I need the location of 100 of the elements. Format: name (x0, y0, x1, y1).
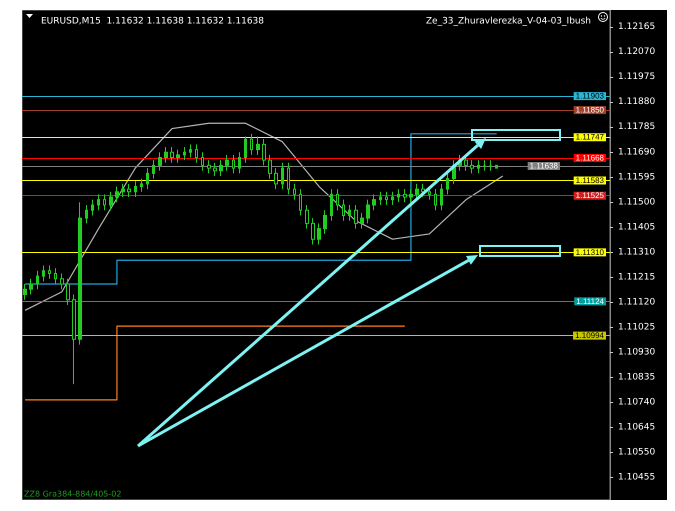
candlestick (495, 164, 498, 169)
candlestick (23, 283, 27, 300)
candlestick (201, 152, 204, 172)
ref-line-label: 1.11124 (576, 296, 605, 306)
candlestick (152, 160, 155, 180)
candlestick (354, 204, 358, 230)
candlestick (29, 278, 33, 296)
candlestick (403, 188, 407, 203)
ref-line-label: 1.11583 (576, 176, 605, 185)
candlestick (250, 133, 253, 156)
candlestick (146, 168, 149, 190)
line-series (24, 122, 504, 311)
candlestick (317, 222, 321, 245)
candlestick (121, 183, 125, 198)
y-tick-label: 1.11215 (618, 272, 656, 282)
candlestick (42, 265, 45, 282)
candlestick (336, 188, 339, 211)
ref-line-label: 1.11310 (576, 248, 605, 257)
candlestick (256, 136, 260, 156)
candlestick (281, 162, 284, 190)
candlestick (372, 194, 376, 211)
y-tick-label: 1.10550 (618, 448, 656, 458)
y-tick-label: 1.10645 (618, 422, 656, 433)
candlestick (72, 294, 76, 385)
candlestick (274, 168, 278, 190)
candlestick (489, 160, 492, 172)
candlestick (109, 191, 113, 211)
ref-line-label: 1.10994 (575, 331, 605, 340)
candlestick (103, 194, 106, 211)
y-tick-label: 1.10835 (618, 372, 656, 382)
candlestick (299, 188, 302, 216)
candlestick (170, 146, 174, 164)
candlestick (232, 154, 235, 174)
candlestick (330, 188, 333, 222)
candlestick (183, 146, 186, 161)
y-tick-label: 1.10930 (618, 347, 656, 358)
candlestick (244, 136, 247, 164)
candlestick (348, 204, 351, 222)
candlestick (189, 144, 192, 158)
ref-line-label: 1.11903 (576, 92, 605, 101)
candlestick (134, 180, 137, 198)
candlestick (78, 202, 82, 346)
candlestick (415, 183, 419, 200)
y-tick-label: 1.11120 (618, 297, 656, 308)
candlestick (409, 188, 413, 203)
y-tick-label: 1.10740 (618, 398, 656, 408)
candlestick (213, 162, 217, 176)
candlestick (97, 194, 100, 211)
candlestick (225, 154, 229, 172)
candlestick (66, 278, 70, 306)
candlestick (397, 188, 400, 203)
ref-line-label: 1.11525 (576, 191, 605, 200)
candlestick (140, 178, 143, 192)
candlestick (379, 191, 382, 206)
y-tick-label: 1.11405 (618, 222, 656, 232)
y-tick-label: 1.12165 (618, 22, 656, 32)
ref-line-label: 1.11747 (576, 132, 605, 142)
candlestick (158, 152, 162, 172)
candlestick (60, 272, 64, 290)
y-tick-label: 1.11310 (618, 247, 656, 258)
candlestick (195, 144, 198, 164)
ref-line-label: 1.11638 (530, 161, 559, 170)
candlestick (127, 183, 131, 198)
y-tick-label: 1.11785 (618, 122, 656, 132)
candlestick (54, 268, 57, 284)
text: Ze_33_Zhuravlerezka_V-04-03_Ibush (426, 16, 592, 26)
candlestick (293, 183, 296, 200)
annotation: ZZ8 Gra384-884/405-02 (24, 490, 122, 498)
candlestick (268, 154, 272, 180)
candlestick (164, 146, 168, 164)
candlestick (115, 186, 119, 203)
candlestick (36, 270, 39, 290)
y-tick-label: 1.11690 (618, 147, 656, 158)
ref-line-label: 1.11668 (576, 154, 605, 163)
candlestick (323, 210, 327, 234)
candlestick (483, 160, 486, 172)
candlestick (219, 160, 223, 176)
candlestick (238, 152, 241, 174)
y-tick-label: 1.11025 (618, 322, 656, 332)
candlestick (434, 188, 437, 211)
candlestick (360, 212, 364, 230)
candlestick (311, 218, 315, 245)
candlestick (366, 199, 370, 224)
candlestick (440, 183, 443, 211)
y-tick-label: 1.12070 (618, 47, 656, 58)
y-tick-label: 1.11500 (618, 197, 656, 208)
candlestick (85, 204, 88, 224)
y-tick-label: 1.11975 (618, 72, 656, 82)
y-tick-label: 1.11595 (618, 172, 656, 182)
candlestick (207, 160, 211, 174)
candlestick (262, 138, 266, 166)
text: EURUSD,M15 1.11632 1.11638 1.11632 1.11638 (41, 16, 264, 26)
candlestick (176, 149, 180, 164)
ref-line-label: 1.11850 (576, 106, 605, 115)
y-tick-label: 1.11880 (618, 97, 656, 108)
y-tick-label: 1.10455 (618, 472, 656, 483)
candlestick (287, 162, 290, 195)
candlestick (470, 160, 474, 174)
candlestick (305, 204, 309, 230)
candlestick (342, 199, 345, 222)
